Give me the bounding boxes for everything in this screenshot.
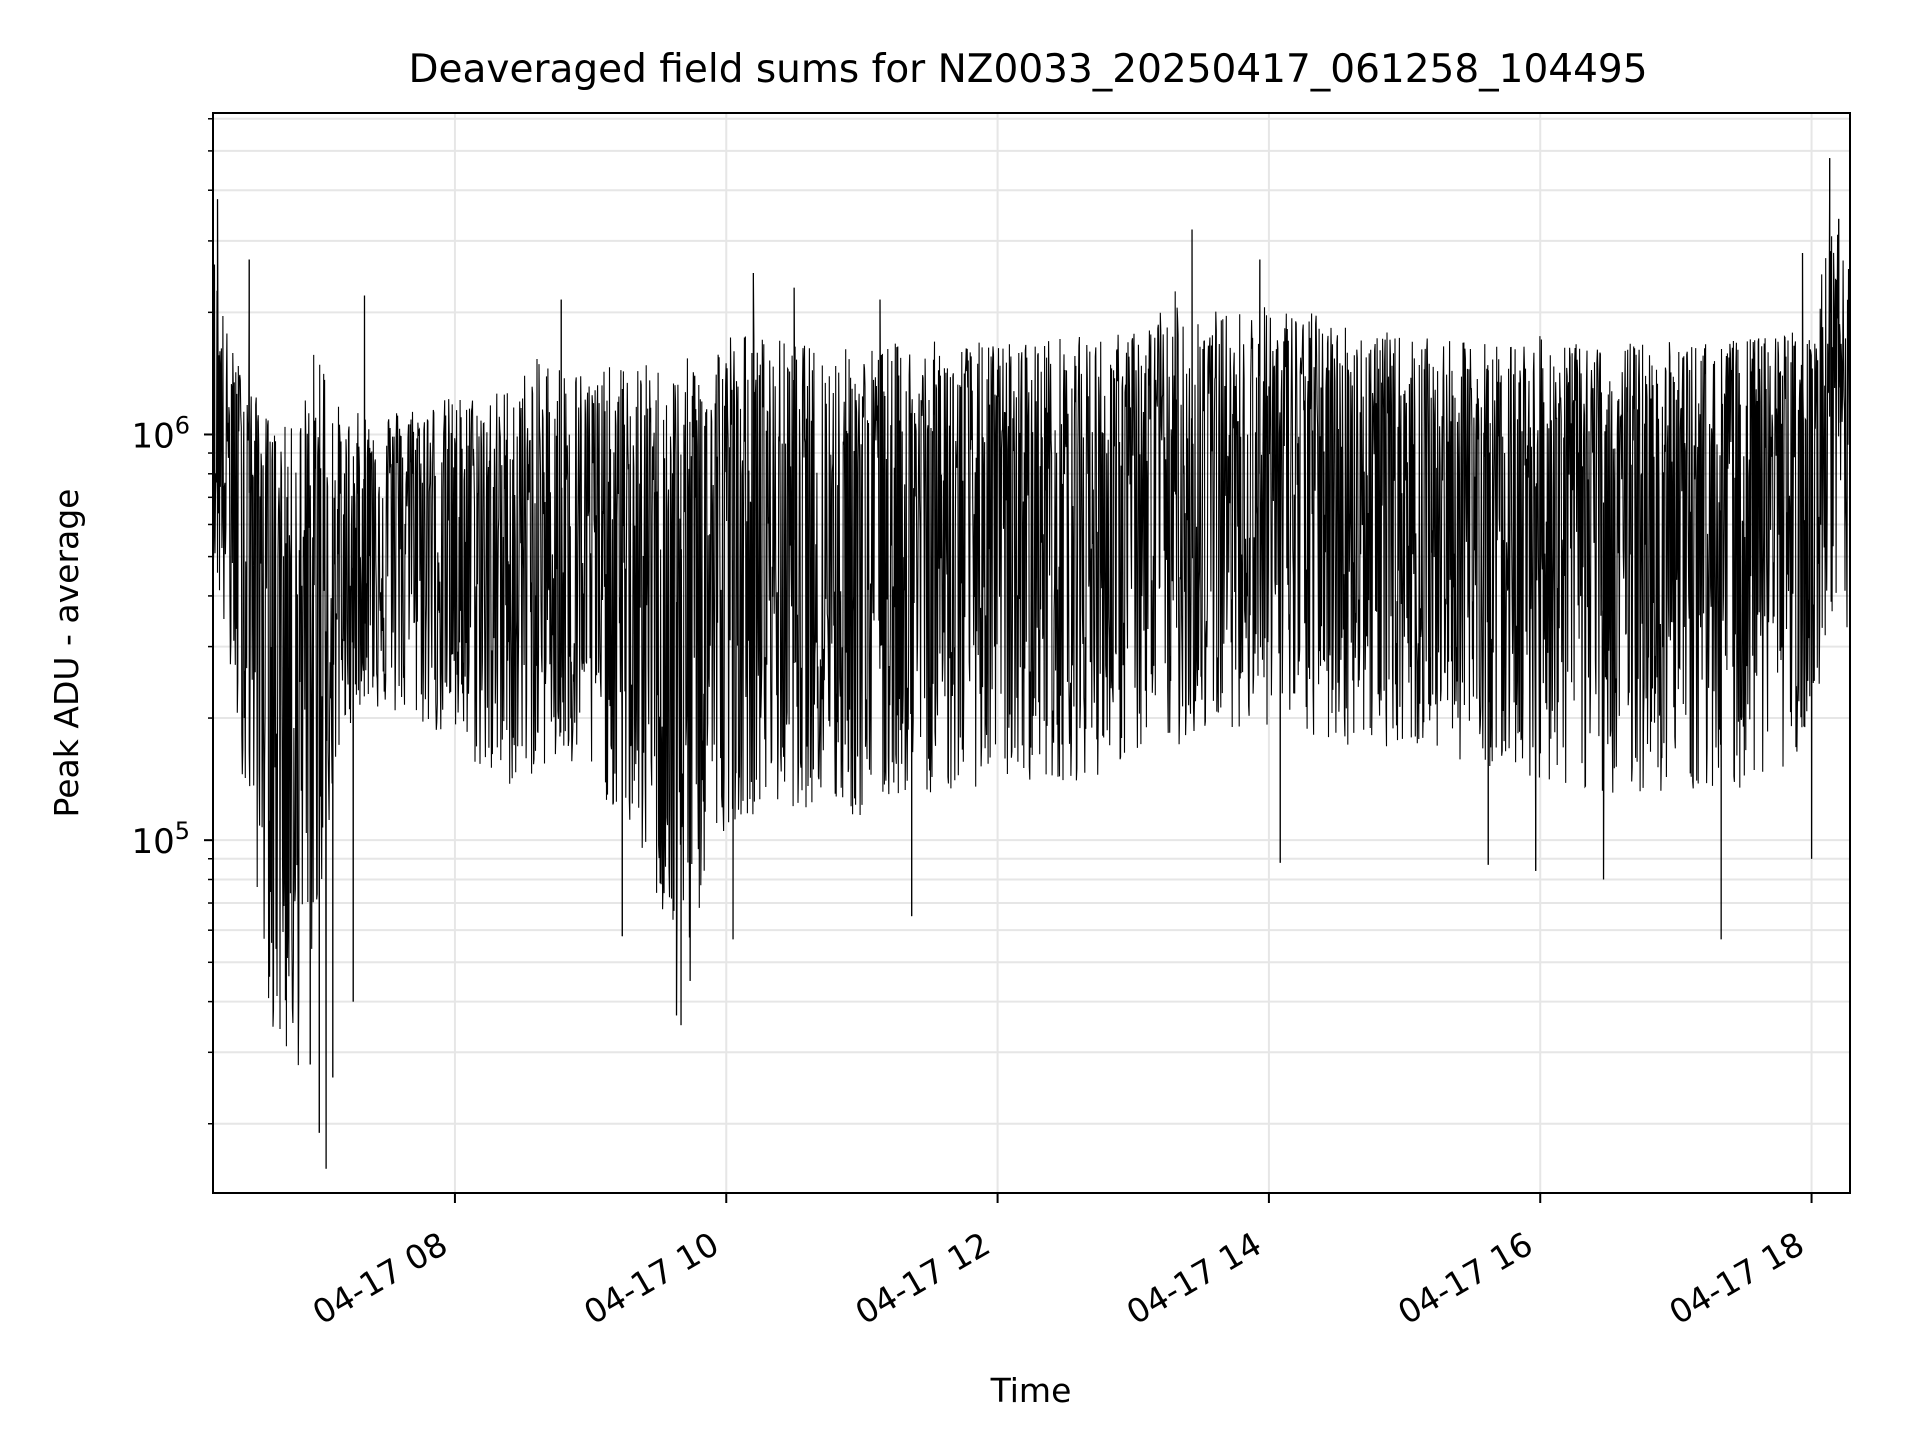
y-tick-label: 105: [131, 817, 190, 862]
axes-frame: [212, 112, 1851, 1194]
y-tick-label: 106: [131, 411, 190, 456]
series-line: [212, 158, 1851, 1169]
plot-area: [212, 158, 1851, 1169]
y-axis: 105 106: [131, 118, 213, 1125]
chart-title: Deaveraged field sums for NZ0033_2025041…: [408, 47, 1647, 92]
x-axis-label: Time: [990, 1371, 1072, 1410]
y-axis-label: Peak ADU - average: [47, 489, 86, 818]
